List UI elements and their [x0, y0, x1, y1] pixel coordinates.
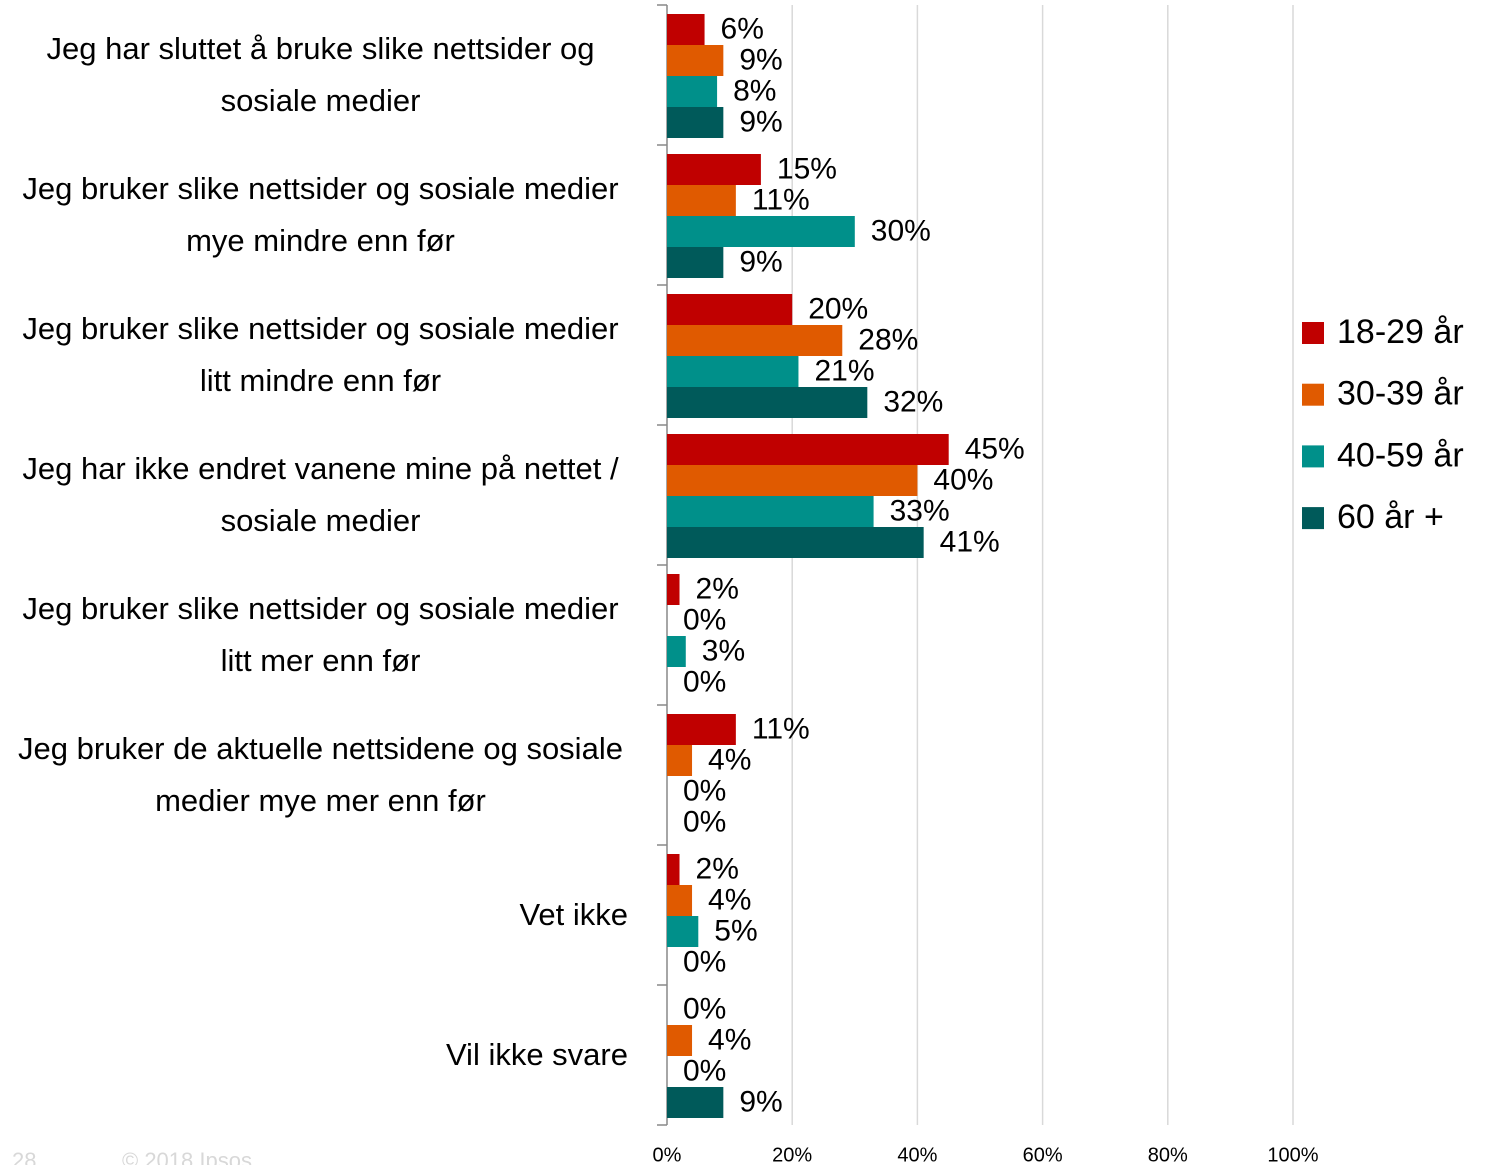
data-label: 41%	[940, 525, 1000, 558]
category-text: Vet ikke	[519, 897, 628, 932]
data-label: 20%	[808, 292, 868, 325]
category-text: Jeg bruker de aktuelle nettsidene og sos…	[18, 731, 623, 818]
data-label: 15%	[777, 152, 837, 185]
bar	[667, 714, 736, 745]
legend-label: 30-39 år	[1337, 375, 1464, 413]
data-label: 9%	[739, 105, 782, 138]
legend-swatch	[1302, 507, 1324, 530]
data-label: 8%	[733, 74, 776, 107]
data-label: 2%	[696, 572, 739, 605]
bar	[667, 574, 680, 605]
category-text: Jeg bruker slike nettsider og sosiale me…	[22, 591, 619, 678]
bar	[667, 216, 855, 247]
bar	[667, 45, 724, 76]
bar	[667, 745, 693, 776]
bar	[667, 76, 718, 107]
category-text: Jeg har sluttet å bruke slike nettsider …	[46, 31, 595, 118]
bar	[667, 636, 686, 667]
data-label: 4%	[708, 1023, 751, 1056]
legend-swatch	[1302, 383, 1324, 406]
data-label: 0%	[683, 603, 726, 636]
x-tick-label: 20%	[772, 1144, 812, 1165]
footer-copyright: © 2018 Ipsos	[122, 1148, 252, 1165]
bar	[667, 434, 949, 465]
bar	[667, 154, 761, 185]
bar	[667, 107, 724, 138]
legend-label: 40-59 år	[1337, 436, 1464, 474]
bar	[667, 1087, 724, 1118]
data-label: 32%	[883, 385, 943, 418]
bar	[667, 465, 918, 496]
bar	[667, 356, 799, 387]
data-label: 0%	[683, 992, 726, 1025]
bar	[667, 247, 724, 278]
bar	[667, 496, 874, 527]
x-tick-label: 80%	[1148, 1144, 1188, 1165]
category-text: Jeg bruker slike nettsider og sosiale me…	[22, 311, 619, 398]
data-label: 5%	[714, 914, 757, 947]
bar	[667, 185, 736, 216]
bar	[667, 885, 693, 916]
category-label: Vil ikke svare	[0, 1029, 628, 1081]
x-tick-label: 100%	[1267, 1144, 1318, 1165]
category-label: Jeg bruker de aktuelle nettsidene og sos…	[0, 723, 628, 827]
bar	[667, 14, 705, 45]
category-label: Jeg bruker slike nettsider og sosiale me…	[0, 303, 628, 407]
data-label: 4%	[708, 743, 751, 776]
category-label: Vet ikke	[0, 889, 628, 941]
data-label: 21%	[814, 354, 874, 387]
legend-swatch	[1302, 445, 1324, 468]
data-label: 0%	[683, 945, 726, 978]
data-label: 28%	[858, 323, 918, 356]
bar	[667, 854, 680, 885]
data-label: 0%	[683, 1054, 726, 1087]
data-label: 11%	[752, 712, 810, 745]
data-label: 9%	[739, 245, 782, 278]
data-label: 6%	[721, 12, 764, 45]
data-label: 9%	[739, 1085, 782, 1118]
bar	[667, 387, 868, 418]
data-label: 45%	[965, 432, 1025, 465]
legend-swatch	[1302, 322, 1324, 344]
legend-label: 18-29 år	[1337, 313, 1464, 351]
data-label: 3%	[702, 634, 745, 667]
data-label: 40%	[933, 463, 993, 496]
footer-page: 28	[12, 1148, 36, 1165]
category-label: Jeg har sluttet å bruke slike nettsider …	[0, 23, 628, 127]
bar	[667, 1025, 693, 1056]
data-label: 2%	[696, 852, 739, 885]
data-label: 0%	[683, 665, 726, 698]
bar	[667, 325, 843, 356]
category-label: Jeg har ikke endret vanene mine på nette…	[0, 443, 628, 547]
data-label: 0%	[683, 805, 726, 838]
category-text: Jeg bruker slike nettsider og sosiale me…	[22, 171, 619, 258]
category-text: Jeg har ikke endret vanene mine på nette…	[22, 451, 619, 538]
legend-label: 60 år +	[1337, 498, 1444, 536]
category-text: Vil ikke svare	[445, 1037, 628, 1072]
x-tick-label: 40%	[897, 1144, 937, 1165]
bar	[667, 294, 793, 325]
x-tick-label: 0%	[653, 1144, 682, 1165]
data-label: 9%	[739, 43, 782, 76]
bar	[667, 916, 699, 947]
category-label: Jeg bruker slike nettsider og sosiale me…	[0, 163, 628, 267]
data-label: 11%	[752, 183, 810, 216]
bar	[667, 527, 924, 558]
category-label: Jeg bruker slike nettsider og sosiale me…	[0, 583, 628, 687]
x-tick-label: 60%	[1023, 1144, 1063, 1165]
data-label: 0%	[683, 774, 726, 807]
data-label: 4%	[708, 883, 751, 916]
data-label: 30%	[871, 214, 931, 247]
data-label: 33%	[890, 494, 950, 527]
